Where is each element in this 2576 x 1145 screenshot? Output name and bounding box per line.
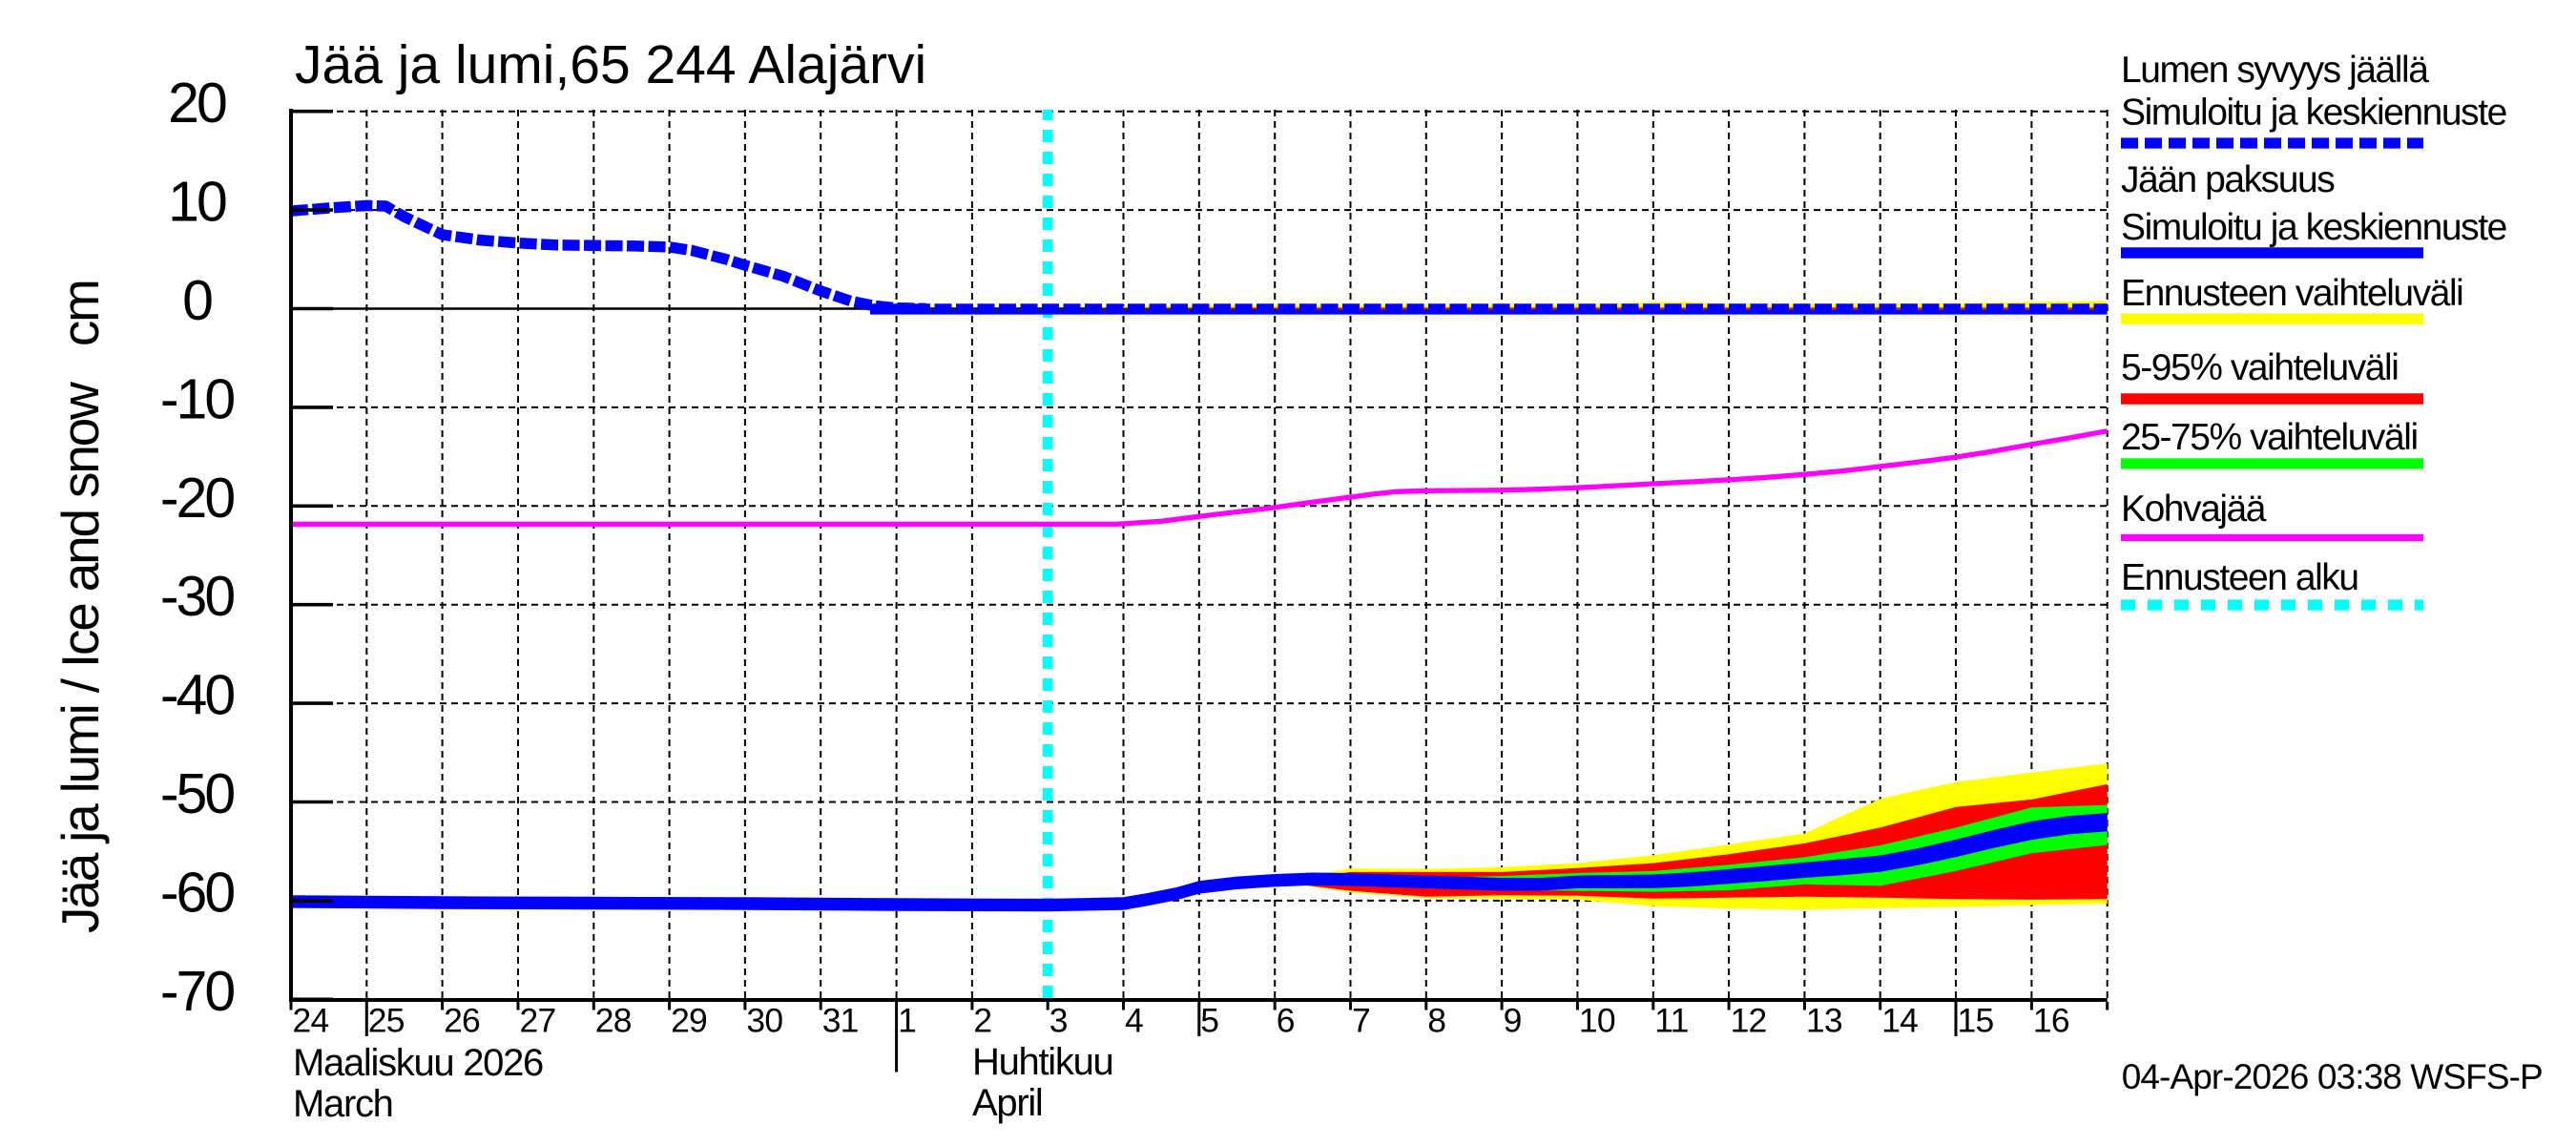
svg-text:-40: -40 [160,664,234,727]
svg-text:-20: -20 [160,467,234,530]
svg-text:Jään paksuus: Jään paksuus [2121,159,2335,200]
svg-text:25: 25 [368,1002,405,1040]
svg-text:Ennusteen vaihteluväli: Ennusteen vaihteluväli [2121,273,2462,314]
svg-text:Huhtikuu: Huhtikuu [972,1041,1112,1083]
svg-text:Jää ja lumi / Ice and snow c: Jää ja lumi / Ice and snow cm [51,281,110,933]
svg-text:Maaliskuu 2026: Maaliskuu 2026 [293,1042,543,1084]
svg-text:4: 4 [1125,1002,1143,1040]
svg-text:25-75% vaihteluväli: 25-75% vaihteluväli [2121,417,2418,458]
svg-text:10: 10 [1579,1002,1615,1040]
svg-text:5: 5 [1200,1002,1218,1040]
svg-text:27: 27 [520,1002,556,1040]
svg-text:15: 15 [1958,1002,1994,1040]
svg-text:3: 3 [1049,1002,1068,1040]
svg-text:1: 1 [898,1002,916,1040]
svg-text:30: 30 [746,1002,782,1040]
svg-text:24: 24 [293,1002,329,1040]
svg-text:-70: -70 [160,960,234,1023]
svg-text:31: 31 [822,1002,859,1040]
svg-text:14: 14 [1881,1002,1918,1040]
svg-text:Simuloitu ja keskiennuste: Simuloitu ja keskiennuste [2121,207,2506,248]
svg-text:7: 7 [1352,1002,1370,1040]
svg-text:13: 13 [1806,1002,1842,1040]
svg-text:26: 26 [444,1002,480,1040]
svg-text:8: 8 [1427,1002,1445,1040]
svg-text:Simuloitu ja keskiennuste: Simuloitu ja keskiennuste [2121,93,2506,134]
svg-text:12: 12 [1731,1002,1767,1040]
svg-text:Ennusteen alku: Ennusteen alku [2121,557,2358,598]
svg-text:20: 20 [168,72,226,135]
svg-text:-50: -50 [160,762,234,825]
svg-text:04-Apr-2026 03:38 WSFS-P: 04-Apr-2026 03:38 WSFS-P [2122,1057,2543,1096]
svg-text:-60: -60 [160,861,234,924]
svg-text:5-95% vaihteluväli: 5-95% vaihteluväli [2121,347,2398,388]
svg-text:9: 9 [1504,1002,1522,1040]
svg-text:29: 29 [671,1002,707,1040]
svg-text:0: 0 [182,269,212,332]
svg-text:Lumen syvyys jäällä: Lumen syvyys jäällä [2121,50,2429,91]
svg-text:Jää ja lumi,65 244 Alajärvi: Jää ja lumi,65 244 Alajärvi [295,34,926,95]
svg-text:April: April [972,1082,1043,1124]
svg-text:16: 16 [2033,1002,2069,1040]
svg-text:2: 2 [973,1002,991,1040]
svg-text:Kohvajää: Kohvajää [2121,489,2267,530]
svg-text:March: March [293,1083,393,1125]
svg-text:-10: -10 [160,367,234,430]
svg-text:6: 6 [1277,1002,1295,1040]
svg-text:-30: -30 [160,565,234,628]
svg-text:11: 11 [1654,1002,1688,1040]
svg-text:28: 28 [595,1002,632,1040]
svg-text:10: 10 [168,171,226,234]
